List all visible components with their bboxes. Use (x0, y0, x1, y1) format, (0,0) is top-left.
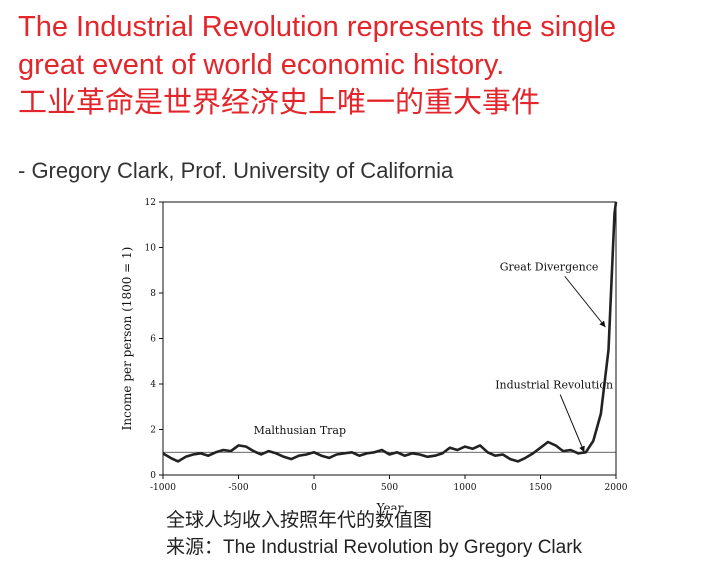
y-tick-label: 12 (145, 198, 156, 208)
attribution: - Gregory Clark, Prof. University of Cal… (18, 158, 454, 183)
income-chart: -1000 -500 0 500 1000 1500 2000 0 2 4 6 8 10 12 Income… (120, 198, 628, 510)
headline: The Industrial Revolution represents the… (18, 8, 718, 122)
plot-frame (162, 201, 617, 476)
income-series-line (162, 201, 618, 463)
x-axis-label: Year (376, 501, 404, 510)
x-tick-label: -500 (228, 483, 248, 493)
headline-line-2: great event of world economic history. (18, 49, 505, 81)
y-tick-label: 0 (150, 471, 156, 481)
headline-line-3: 工业革命是世界经济史上唯一的重大事件 (18, 87, 541, 119)
y-tick-label: 8 (150, 289, 156, 299)
x-tick-label: 2000 (605, 483, 628, 493)
x-tick-label: 0 (311, 483, 317, 493)
x-tick-label: -1000 (150, 483, 176, 493)
y-tick-label: 4 (150, 380, 156, 390)
x-tick-label: 1500 (529, 483, 552, 493)
annotation-arrow (564, 275, 606, 328)
caption: 全球人均收入按照年代的数值图 来源：The Industrial Revolut… (166, 507, 582, 561)
caption-line-2: 来源：The Industrial Revolution by Gregory … (166, 537, 583, 558)
annotation-label: Industrial Revolution (495, 379, 613, 392)
y-axis-label: Income per person (1800 = 1) (120, 247, 134, 431)
headline-line-1: The Industrial Revolution represents the… (18, 11, 617, 43)
x-tick-label: 500 (381, 483, 398, 493)
annotation-label: Great Divergence (500, 260, 599, 273)
caption-line-1: 全球人均收入按照年代的数值图 (166, 510, 433, 531)
y-tick-label: 2 (150, 426, 156, 436)
x-tick-label: 1000 (454, 483, 477, 493)
annotation-label: Malthusian Trap (254, 424, 346, 437)
annotation-arrow (559, 394, 585, 453)
y-tick-label: 6 (150, 335, 156, 345)
y-tick-label: 10 (145, 244, 157, 254)
